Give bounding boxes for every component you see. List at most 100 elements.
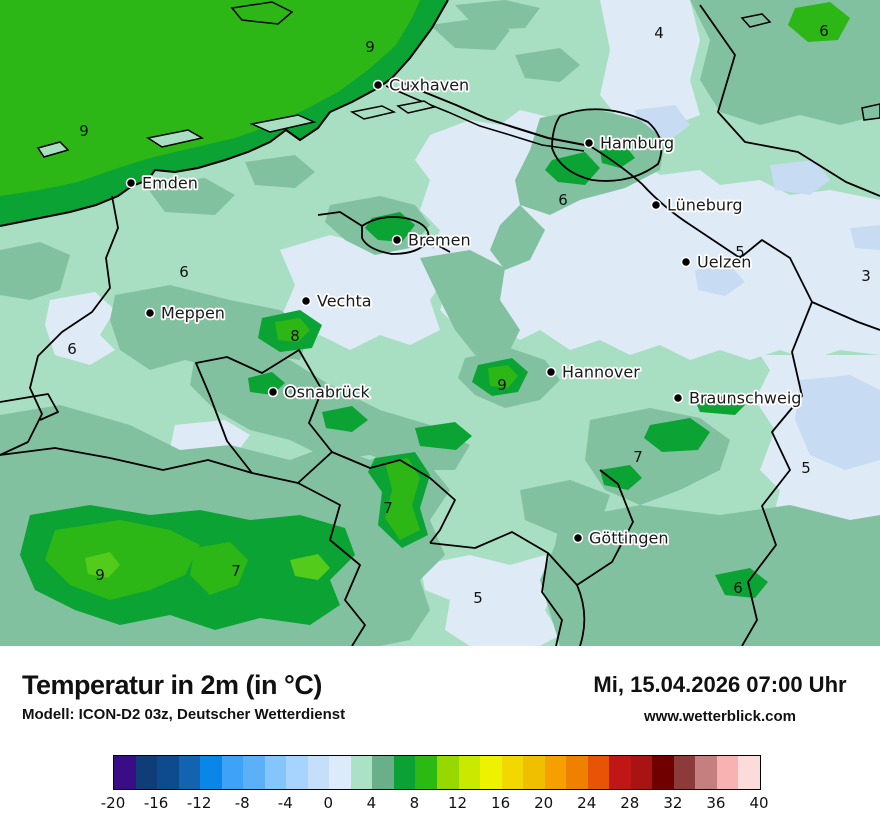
colorbar-tick-label: -8 (234, 794, 250, 812)
city-marker-hannover: Hannover (545, 361, 642, 383)
colorbar-segment (264, 756, 287, 789)
colorbar-ticks: -20 -16 -12 -8 -4 0 4 8 12 16 20 24 28 32 36 40 (0, 794, 880, 818)
map-graphic: Cuxhaven Hamburg Emden Lüneburg Bremen Uelzen… (0, 0, 880, 646)
colorbar-segment (566, 756, 588, 789)
wadden-band (0, 0, 448, 226)
city-label: Lüneburg (667, 196, 743, 215)
page-title: Temperatur in 2m (in °C) (22, 670, 322, 700)
city-marker-braunschweig: Braunschweig (672, 387, 803, 409)
colorbar-segment (178, 756, 201, 789)
temp-value-label: 7 (633, 448, 643, 466)
colorbar-segment (372, 756, 394, 789)
temp-value-label: 6 (819, 22, 829, 40)
city-label: Bremen (408, 231, 471, 250)
city-dot (125, 177, 137, 189)
colorbar-tick-label: 4 (366, 794, 377, 812)
colorbar-segment (200, 756, 222, 789)
temp-value-label: 9 (95, 566, 105, 584)
colorbar-segment (114, 756, 136, 789)
colorbar-segment (480, 756, 502, 789)
city-label: Cuxhaven (389, 76, 469, 95)
city-label: Hamburg (600, 134, 674, 153)
colorbar-tick-label: -20 (100, 794, 126, 812)
temp-value-label: 5 (801, 459, 811, 477)
city-marker-hamburg: Hamburg (583, 132, 676, 154)
city-label: Emden (142, 174, 198, 193)
colorbar-segment (350, 756, 373, 789)
colorbar-segment (415, 756, 437, 789)
temp-value-label: 3 (861, 267, 871, 285)
city-marker-bremen: Bremen (391, 229, 472, 251)
temp-value-label: 9 (497, 376, 507, 394)
colorbar-tick-label: 16 (491, 794, 511, 812)
elbe-river (385, 77, 741, 259)
state-borders (0, 4, 880, 646)
city-dot (572, 532, 584, 544)
temperature-colorbar (113, 755, 761, 790)
colorbar-segment (673, 756, 696, 789)
colorbar-segment (738, 756, 760, 789)
colorbar-tick-label: -4 (277, 794, 293, 812)
colorbar-tick-label: 20 (534, 794, 554, 812)
colorbar-segment (716, 756, 739, 789)
city-marker-uelzen: Uelzen (680, 251, 753, 273)
city-dot (545, 366, 557, 378)
temp-value-label: 5 (473, 589, 483, 607)
colorbar-segment (393, 756, 416, 789)
city-label: Meppen (161, 304, 225, 323)
city-marker-osnabrück: Osnabrück (267, 381, 372, 403)
city-layer: Cuxhaven Hamburg Emden Lüneburg Bremen Uelzen… (125, 74, 803, 549)
map-zone-lime (85, 552, 330, 580)
islands (36, 1, 880, 158)
city-marker-göttingen: Göttingen (572, 527, 670, 549)
city-marker-meppen: Meppen (144, 302, 227, 324)
temp-value-label: 6 (558, 191, 568, 209)
temperature-map: Cuxhaven Hamburg Emden Lüneburg Bremen Uelzen… (0, 0, 880, 647)
colorbar-tick-label: -16 (143, 794, 169, 812)
temp-value-label: 7 (231, 562, 241, 580)
colorbar-segment (286, 756, 308, 789)
temp-value-label: 4 (654, 24, 664, 42)
colorbar-tick-label: 12 (447, 794, 468, 812)
temp-value-label: 5 (735, 243, 745, 261)
temp-value-label: 6 (733, 579, 743, 597)
colorbar-tick-label: 36 (706, 794, 726, 812)
colorbar-segment (501, 756, 524, 789)
website-label: www.wetterblick.com (644, 708, 796, 725)
colorbar-tick-label: 8 (409, 794, 420, 812)
city-marker-lüneburg: Lüneburg (650, 194, 744, 216)
colorbar-segment (221, 756, 244, 789)
city-dot (372, 79, 384, 91)
colorbar-segment (458, 756, 481, 789)
north-sea (0, 0, 448, 226)
city-label: Vechta (317, 292, 372, 311)
colorbar-segment (157, 756, 179, 789)
city-dot (672, 392, 684, 404)
city-marker-vechta: Vechta (300, 290, 373, 312)
colorbar-tick-label: 28 (620, 794, 640, 812)
colorbar-tick-label: 40 (749, 794, 769, 812)
colorbar-segment (135, 756, 158, 789)
temp-value-label: 6 (67, 340, 77, 358)
colorbar-segment (652, 756, 674, 789)
temp-value-label: 7 (383, 499, 393, 517)
temp-value-label: 8 (290, 327, 300, 345)
colorbar-tick-label: -12 (186, 794, 212, 812)
city-dot (267, 386, 279, 398)
colorbar-segment (329, 756, 351, 789)
colorbar-tick-label: 32 (663, 794, 683, 812)
colorbar-segment (695, 756, 717, 789)
city-dot (300, 295, 312, 307)
colorbar-tick-label: 24 (577, 794, 597, 812)
colorbar-segment (587, 756, 610, 789)
city-label: Osnabrück (284, 383, 371, 402)
temp-label-layer: 9 9 4 6 6 5 3 6 8 6 9 7 5 7 9 7 5 6 (67, 22, 871, 607)
temp-value-label: 9 (365, 38, 375, 56)
city-dot (650, 199, 662, 211)
colorbar-segment (609, 756, 631, 789)
temp-value-label: 6 (179, 263, 189, 281)
city-label: Braunschweig (689, 389, 801, 408)
legend-footer: Temperatur in 2m (in °C) Modell: ICON-D2… (0, 646, 880, 830)
city-marker-emden: Emden (125, 172, 200, 194)
